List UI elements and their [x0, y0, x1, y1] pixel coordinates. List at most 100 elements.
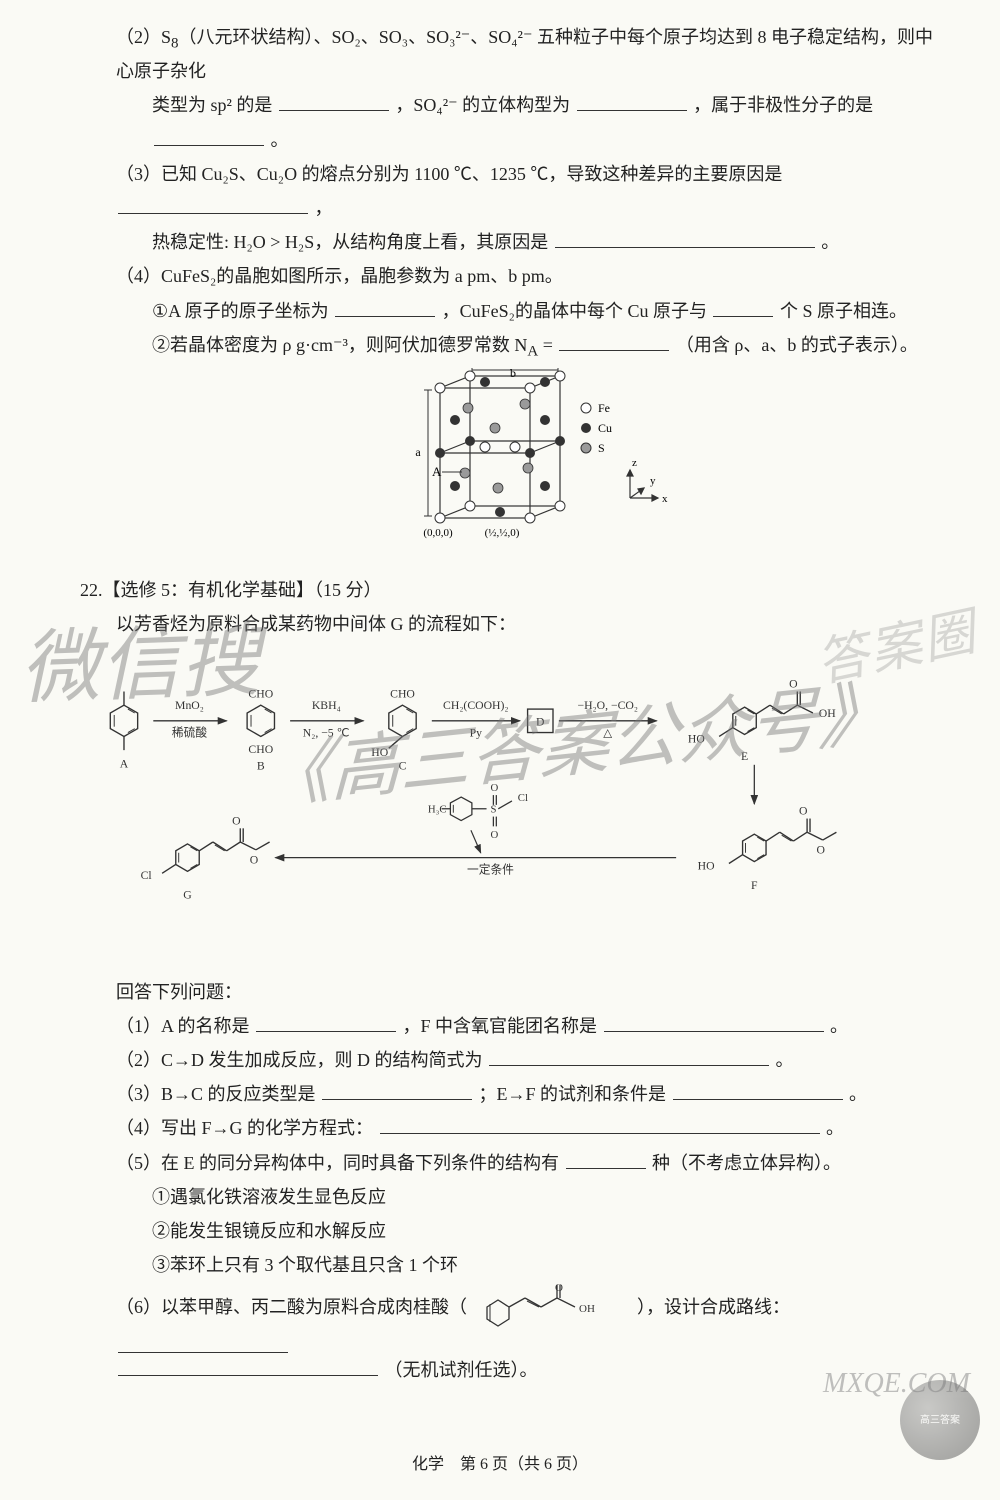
svg-text:S: S: [490, 804, 496, 816]
svg-text:O: O: [799, 805, 807, 818]
blank: [118, 1355, 378, 1376]
svg-text:CHO: CHO: [390, 688, 415, 701]
text: 8: [171, 36, 179, 52]
q21-p3-line1: （3）已知 Cu₂S、Cu₂O 的熔点分别为 1100 ℃、1235 ℃，导致这…: [80, 157, 940, 225]
q22-header: 22.【选修 5：有机化学基础】（15 分）: [80, 573, 940, 607]
footer-text: 化学 第 6 页（共 6 页）: [412, 1456, 588, 1473]
text: 种（不考虑立体异构）。: [652, 1153, 841, 1173]
axis-y: y: [650, 475, 656, 487]
text: ，属于非极性分子的是: [693, 95, 873, 115]
reaction-svg: A MnO₂ 稀硫酸 CHO CHO B KBH₄: [80, 649, 940, 949]
svg-text:O: O: [555, 1283, 563, 1295]
svg-text:O: O: [232, 815, 240, 828]
q22-intro: 以芳香烃为原料合成某药物中间体 G 的流程如下：: [80, 607, 940, 641]
svg-text:一定条件: 一定条件: [467, 863, 514, 877]
text: ②若晶体密度为 ρ g·cm⁻³，则阿伏加德罗常数 N: [152, 335, 527, 355]
svg-text:KBH₄: KBH₄: [312, 700, 341, 713]
blank: [256, 1011, 396, 1032]
blank: [118, 193, 308, 214]
q22-p5c1: ①遇氯化铁溶液发生显色反应: [80, 1180, 940, 1214]
text: （2）C→D 发生加成反应，则 D 的结构简式为: [116, 1050, 483, 1070]
q21-p4-2: ②若晶体密度为 ρ g·cm⁻³，则阿伏加德罗常数 NA = （用含 ρ、a、b…: [80, 328, 940, 362]
text: （用含 ρ、a、b 的式子表示）。: [676, 335, 918, 355]
text: （八元环状结构）: [179, 27, 314, 47]
crystal-figure: b a: [80, 368, 940, 559]
svg-text:MnO₂: MnO₂: [175, 700, 204, 713]
text: （无机试剂任选）。: [385, 1360, 538, 1380]
svg-text:F: F: [751, 879, 758, 892]
text: 。: [776, 1050, 794, 1070]
text: A: [527, 343, 538, 359]
q21-p2-line2: 类型为 sp² 的是 ，SO₄²⁻ 的立体构型为 ，属于非极性分子的是 。: [80, 88, 940, 156]
label-A: A: [432, 464, 442, 479]
svg-text:△: △: [603, 727, 613, 740]
q21-p3-line2: 热稳定性: H₂O > H₂S，从结构角度上看，其原因是 。: [80, 225, 940, 259]
blank: [673, 1079, 843, 1100]
text: ②能发生银镜反应和水解反应: [152, 1221, 386, 1241]
q22-p5c3: ③苯环上只有 3 个取代基且只含 1 个环: [80, 1248, 940, 1282]
blank: [559, 330, 669, 351]
q22-prompt: 回答下列问题：: [80, 975, 940, 1009]
text: （1）A 的名称是: [116, 1016, 250, 1036]
text: 。: [826, 1118, 844, 1138]
legend-s: S: [598, 441, 605, 455]
svg-text:Cl: Cl: [141, 870, 153, 883]
blank: [489, 1045, 769, 1066]
axis-z: z: [632, 457, 637, 469]
svg-text:O: O: [789, 678, 797, 691]
svg-text:B: B: [257, 760, 265, 773]
corner-logo-text: 高三答案: [920, 1411, 960, 1430]
q21-p4-intro: （4）CuFeS₂的晶胞如图所示，晶胞参数为 a pm、b pm。: [80, 259, 940, 293]
label-a: a: [415, 445, 421, 459]
text: （5）在 E 的同分异构体中，同时具备下列条件的结构有: [116, 1153, 559, 1173]
text: 。: [830, 1016, 848, 1036]
reaction-scheme: A MnO₂ 稀硫酸 CHO CHO B KBH₄: [80, 649, 940, 960]
text: ；E→F 的试剂和条件是: [479, 1084, 667, 1104]
label-b: b: [510, 368, 516, 380]
blank: [279, 91, 389, 112]
blank: [380, 1114, 820, 1135]
svg-text:G: G: [183, 889, 192, 902]
svg-text:C: C: [399, 760, 407, 773]
bottom-center-label: (½,½,0): [485, 527, 520, 539]
text: （6）以苯甲醇、丙二酸为原料合成肉桂酸（: [116, 1290, 467, 1324]
blank: [118, 1332, 288, 1353]
q22-p4: （4）写出 F→G 的化学方程式： 。: [80, 1111, 940, 1145]
text: 个 S 原子相连。: [780, 301, 907, 321]
svg-text:N₂, −5 ℃: N₂, −5 ℃: [303, 727, 350, 740]
q22-p3: （3）B→C 的反应类型是 ；E→F 的试剂和条件是 。: [80, 1077, 940, 1111]
text: （3）B→C 的反应类型是: [116, 1084, 316, 1104]
q22-p6: （6）以苯甲醇、丙二酸为原料合成肉桂酸（ O OH ），设计合成路线：: [80, 1282, 940, 1353]
text: ，: [315, 198, 333, 218]
text: ①A 原子的原子坐标为: [152, 301, 329, 321]
text: 以芳香烃为原料合成某药物中间体 G 的流程如下：: [116, 614, 516, 634]
svg-text:CHO: CHO: [248, 688, 273, 701]
text: ，F 中含氧官能团名称是: [403, 1016, 598, 1036]
svg-text:−H₂O, −CO₂: −H₂O, −CO₂: [577, 700, 637, 713]
blank: [713, 296, 773, 317]
q22-p5c2: ②能发生银镜反应和水解反应: [80, 1214, 940, 1248]
text: 。: [849, 1084, 867, 1104]
svg-text:HO: HO: [688, 733, 705, 746]
svg-text:OH: OH: [819, 707, 836, 720]
svg-text:O: O: [817, 844, 825, 857]
q21-p4-1: ①A 原子的原子坐标为 ，CuFeS₂的晶体中每个 Cu 原子与 个 S 原子相…: [80, 294, 940, 328]
text: （3）已知 Cu₂S、Cu₂O 的熔点分别为 1100 ℃、1235 ℃，导致这…: [116, 164, 782, 184]
svg-text:OH: OH: [579, 1303, 595, 1315]
svg-text:Cl: Cl: [518, 792, 528, 804]
text: 类型为 sp² 的是: [152, 95, 272, 115]
svg-text:CHO: CHO: [248, 744, 273, 757]
text: 热稳定性: H₂O > H₂S，从结构角度上看，其原因是: [152, 232, 548, 252]
svg-text:D: D: [536, 716, 544, 729]
svg-text:A: A: [120, 758, 129, 771]
crystal-svg: b a: [320, 368, 700, 548]
exam-page: （2）S8（八元环状结构）、SO₂、SO₃、SO₃²⁻、SO₄²⁻ 五种粒子中每…: [0, 0, 1000, 1500]
text: （4）写出 F→G 的化学方程式：: [116, 1118, 373, 1138]
svg-text:H₃C: H₃C: [428, 804, 447, 816]
q22-p2: （2）C→D 发生加成反应，则 D 的结构简式为 。: [80, 1043, 940, 1077]
svg-text:HO: HO: [698, 860, 715, 873]
svg-text:稀硫酸: 稀硫酸: [172, 726, 207, 740]
svg-text:O: O: [490, 783, 498, 795]
text: 22.【选修 5：有机化学基础】（15 分）: [80, 580, 382, 600]
svg-text:O: O: [250, 854, 258, 867]
